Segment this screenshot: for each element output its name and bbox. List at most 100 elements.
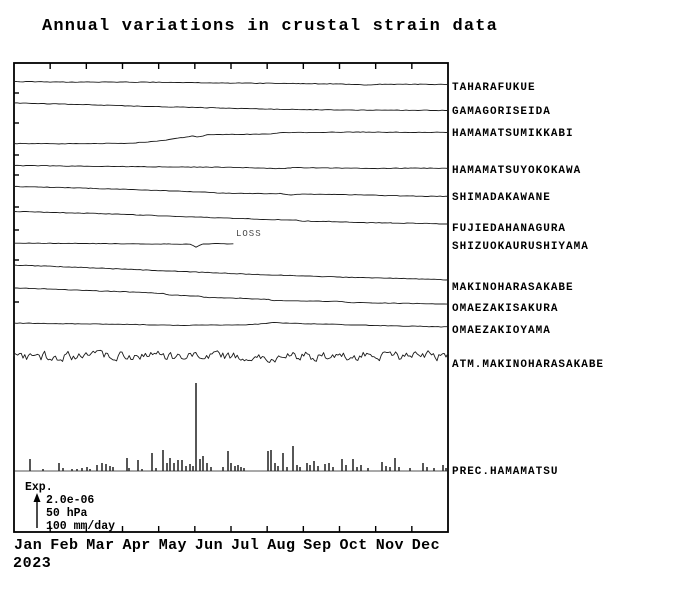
precip-bar: [381, 462, 383, 471]
precip-bar: [292, 446, 294, 471]
station-label-hamamatsumikkabi: HAMAMATSUMIKKABI: [452, 128, 574, 140]
precip-bar: [96, 465, 98, 471]
precip-bar: [169, 458, 171, 471]
precip-bar: [166, 463, 168, 471]
precip-bar: [433, 468, 435, 471]
precip-bar: [181, 460, 183, 471]
trace-makinoharasakabe: [13, 264, 449, 281]
precip-bar: [296, 465, 298, 471]
trace-hamamatsumikkabi: [13, 131, 449, 145]
precip-bar: [317, 466, 319, 471]
precip-bar: [309, 465, 311, 471]
station-label-omaezakioyama: OMAEZAKIOYAMA: [452, 325, 551, 337]
precip-bar: [128, 468, 130, 471]
precip-bar: [352, 459, 354, 471]
precip-bar: [234, 466, 236, 471]
precip-bar: [202, 456, 204, 471]
precip-bar: [29, 459, 31, 471]
station-label-makinoharasakabe: MAKINOHARASAKABE: [452, 282, 574, 294]
precip-bar: [42, 469, 44, 471]
precip-bar: [277, 466, 279, 471]
precipitation-bars: [14, 383, 448, 472]
trace-shimadakawane: [13, 185, 449, 198]
precip-bar: [105, 464, 107, 471]
station-label-prec-hamamatsu: PREC.HAMAMATSU: [452, 466, 558, 478]
month-label-oct: Oct: [339, 537, 367, 554]
precip-bar: [195, 383, 197, 471]
precip-bar: [89, 469, 91, 471]
precip-bar: [324, 464, 326, 471]
strain-traces: [13, 80, 449, 328]
precip-bar: [299, 467, 301, 471]
precip-bar: [101, 463, 103, 471]
trace-hamamatsuyokokawa: [13, 164, 449, 170]
precip-bar: [227, 451, 229, 471]
precip-bar: [137, 460, 139, 471]
precip-bar: [328, 463, 330, 471]
precip-bar: [409, 468, 411, 471]
chart-title: Annual variations in crustal strain data: [42, 17, 498, 36]
precip-bar: [192, 466, 194, 471]
precip-bar: [426, 467, 428, 471]
precip-bar: [394, 458, 396, 471]
legend-entry-precip: 100 mm/day: [46, 520, 115, 533]
trace-taharafukue: [13, 80, 449, 86]
station-label-omaezakisakura: OMAEZAKISAKURA: [452, 303, 558, 315]
precip-bar: [62, 468, 64, 471]
month-label-mar: Mar: [86, 537, 114, 554]
precip-bar: [206, 463, 208, 471]
precip-bar: [173, 463, 175, 471]
precip-bar: [442, 465, 444, 471]
precip-bar: [389, 467, 391, 471]
axis-ticks: [14, 63, 413, 532]
month-label-sep: Sep: [303, 537, 331, 554]
precip-bar: [345, 465, 347, 471]
precip-bar: [222, 467, 224, 471]
month-label-may: May: [159, 537, 187, 554]
station-labels: TAHARAFUKUE GAMAGORISEIDA HAMAMATSUMIKKABI…: [452, 82, 604, 478]
month-label-aug: Aug: [267, 537, 295, 554]
scale-legend: Exp. 2.0e-06 50 hPa 100 mm/day: [25, 481, 115, 533]
trace-gamagoriseida: [13, 102, 449, 112]
month-label-apr: Apr: [122, 537, 150, 554]
trace-fujiedahanagura: [13, 211, 449, 225]
precip-bar: [210, 467, 212, 471]
precip-bar: [230, 463, 232, 471]
precip-bar: [306, 463, 308, 471]
loss-annotation: LOSS: [236, 229, 262, 239]
month-label-jan: Jan: [14, 537, 42, 554]
precip-bar: [71, 469, 73, 471]
plot-frame: [13, 62, 449, 533]
precip-bar: [109, 466, 111, 471]
precip-bar: [341, 459, 343, 471]
precip-bar: [240, 467, 242, 471]
precip-bar: [422, 463, 424, 471]
trace-omaezakisakura: [13, 287, 449, 305]
legend-heading: Exp.: [25, 481, 53, 494]
legend-entry-pressure: 50 hPa: [46, 507, 88, 520]
precip-bar: [313, 461, 315, 471]
station-label-taharafukue: TAHARAFUKUE: [452, 82, 536, 94]
atmospheric-pressure-trace: [13, 349, 449, 363]
precip-bar: [155, 468, 157, 471]
month-labels: Jan Feb Mar Apr May Jun Jul Aug Sep Oct Nov Dec: [14, 537, 440, 554]
precip-bar: [237, 465, 239, 471]
precip-bar: [286, 467, 288, 471]
precip-bar: [86, 467, 88, 471]
precip-bar: [76, 469, 78, 471]
precip-bar: [367, 468, 369, 471]
station-label-shimadakawane: SHIMADAKAWANE: [452, 192, 551, 204]
station-label-shizuokaurushiyama: SHIZUOKAURUSHIYAMA: [452, 241, 589, 253]
precip-bar: [162, 450, 164, 471]
station-label-gamagoriseida: GAMAGORISEIDA: [452, 106, 551, 118]
precip-bar: [445, 468, 447, 471]
month-label-feb: Feb: [50, 537, 78, 554]
precip-bar: [185, 466, 187, 471]
precip-bar: [141, 469, 143, 471]
year-label: 2023: [13, 555, 51, 572]
scale-arrow-head-icon: [33, 493, 41, 502]
precip-bar: [270, 450, 272, 471]
precip-bar: [112, 467, 114, 471]
station-label-atm-makinoharasakabe: ATM.MAKINOHARASAKABE: [452, 359, 604, 371]
